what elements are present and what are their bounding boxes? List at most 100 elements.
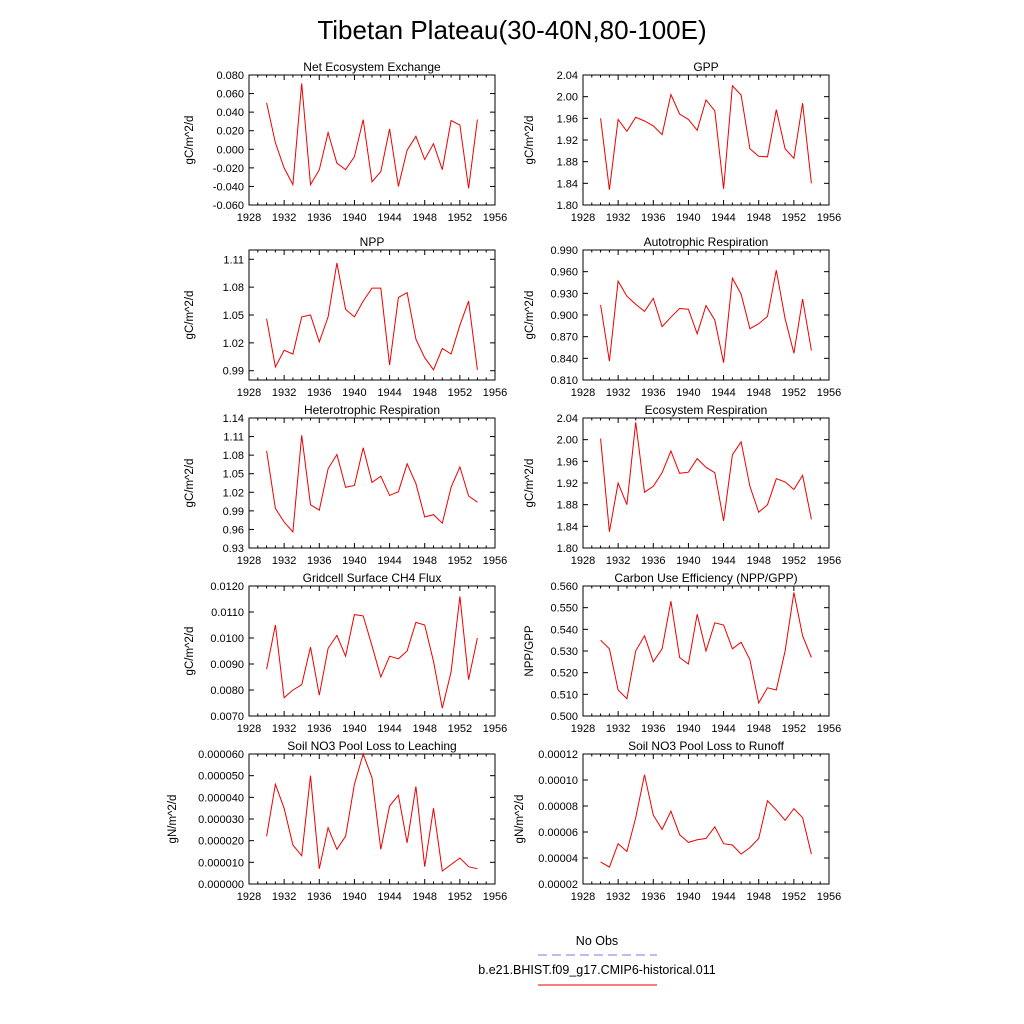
x-tick-label: 1940 bbox=[342, 723, 366, 735]
y-axis-label: gC/m^2/d bbox=[524, 291, 536, 340]
x-tick-label: 1928 bbox=[571, 387, 595, 399]
y-tick-label: 0.00010 bbox=[538, 775, 578, 787]
page-title: Tibetan Plateau(30-40N,80-100E) bbox=[317, 15, 706, 45]
y-tick-label: -0.040 bbox=[213, 181, 244, 193]
x-tick-label: 1932 bbox=[272, 555, 296, 567]
y-tick-label: 0.060 bbox=[216, 89, 244, 101]
x-tick-label: 1956 bbox=[483, 387, 507, 399]
y-tick-label: 0.520 bbox=[550, 668, 578, 680]
y-tick-label: 1.08 bbox=[223, 282, 244, 294]
y-tick-label: 0.0070 bbox=[210, 711, 244, 723]
y-tick-label: 0.00006 bbox=[538, 827, 578, 839]
x-tick-label: 1932 bbox=[606, 891, 630, 903]
x-tick-label: 1956 bbox=[817, 212, 841, 224]
series-line-case bbox=[600, 422, 812, 532]
x-tick-label: 1948 bbox=[412, 212, 436, 224]
x-tick-label: 1952 bbox=[448, 891, 472, 903]
plot-frame bbox=[582, 753, 830, 885]
y-tick-label: 0.00002 bbox=[538, 879, 578, 891]
y-tick-label: 0.810 bbox=[550, 375, 578, 387]
y-axis-label: gN/m^2/d bbox=[514, 795, 526, 844]
x-tick-label: 1944 bbox=[377, 387, 401, 399]
y-tick-label: 1.80 bbox=[557, 543, 578, 555]
panel-grid: Net Ecosystem Exchange 1928 1932 1936 1940 19… bbox=[167, 60, 841, 903]
y-axis-label: gC/m^2/d bbox=[184, 291, 196, 340]
x-tick-label: 1936 bbox=[641, 891, 665, 903]
x-tick-label: 1956 bbox=[817, 891, 841, 903]
x-tick-label: 1956 bbox=[817, 387, 841, 399]
x-tick-label: 1940 bbox=[676, 555, 700, 567]
series-line-case bbox=[600, 84, 812, 190]
y-axis-label: gC/m^2/d bbox=[184, 116, 196, 165]
x-tick-label: 1940 bbox=[342, 555, 366, 567]
x-tick-label: 1940 bbox=[342, 212, 366, 224]
y-tick-label: 0.99 bbox=[223, 506, 244, 518]
legend: No Obs b.e21.BHIST.f09_g17.CMIP6-histori… bbox=[478, 934, 716, 986]
y-tick-label: 0.000020 bbox=[198, 836, 244, 848]
y-tick-label: 1.88 bbox=[557, 500, 578, 512]
y-tick-label: 2.04 bbox=[557, 413, 578, 425]
y-tick-label: 0.500 bbox=[550, 711, 578, 723]
x-tick-label: 1944 bbox=[377, 555, 401, 567]
y-axis-label: gC/m^2/d bbox=[184, 459, 196, 508]
x-tick-label: 1948 bbox=[746, 212, 770, 224]
panel-gpp: GPP 1928 1932 1936 1940 1944 1948 1952 1956 1.80 1… bbox=[524, 60, 841, 224]
y-tick-label: 2.00 bbox=[557, 92, 578, 104]
x-tick-label: 1928 bbox=[237, 723, 261, 735]
panel-title: GPP bbox=[693, 60, 718, 74]
x-tick-label: 1940 bbox=[676, 891, 700, 903]
series-line-case bbox=[266, 435, 478, 534]
x-tick-label: 1944 bbox=[711, 387, 735, 399]
x-tick-label: 1928 bbox=[237, 891, 261, 903]
y-tick-label: 0.0080 bbox=[210, 685, 244, 697]
y-tick-label: 0.560 bbox=[550, 581, 578, 593]
x-tick-label: 1944 bbox=[711, 212, 735, 224]
x-tick-label: 1936 bbox=[307, 723, 331, 735]
x-tick-label: 1932 bbox=[606, 555, 630, 567]
panel-gridcell-surface-ch4-flux: Gridcell Surface CH4 Flux 1928 1932 1936 194… bbox=[184, 571, 507, 735]
x-tick-label: 1956 bbox=[817, 555, 841, 567]
y-tick-label: 0.00004 bbox=[538, 853, 578, 865]
x-tick-label: 1936 bbox=[641, 387, 665, 399]
y-tick-label: 0.0090 bbox=[210, 659, 244, 671]
series-line-case bbox=[600, 270, 812, 363]
y-tick-label: 2.04 bbox=[557, 70, 578, 82]
y-tick-label: 0.000060 bbox=[198, 749, 244, 761]
y-tick-label: 0.510 bbox=[550, 689, 578, 701]
y-tick-label: 0.080 bbox=[216, 70, 244, 82]
y-tick-label: 1.11 bbox=[223, 254, 244, 266]
x-tick-label: 1956 bbox=[483, 723, 507, 735]
x-tick-label: 1932 bbox=[272, 723, 296, 735]
y-tick-label: 0.530 bbox=[550, 646, 578, 658]
y-tick-label: 1.84 bbox=[557, 521, 578, 533]
y-tick-label: 0.000000 bbox=[198, 879, 244, 891]
x-tick-label: 1940 bbox=[676, 723, 700, 735]
x-tick-label: 1952 bbox=[448, 212, 472, 224]
y-tick-label: 0.000010 bbox=[198, 857, 244, 869]
panel-npp: NPP 1928 1932 1936 1940 1944 1948 1952 1956 0.99 1… bbox=[184, 235, 507, 399]
x-tick-label: 1940 bbox=[676, 212, 700, 224]
plot-frame bbox=[582, 249, 830, 381]
x-tick-label: 1932 bbox=[272, 891, 296, 903]
y-tick-label: 0.000050 bbox=[198, 771, 244, 783]
x-tick-label: 1948 bbox=[412, 723, 436, 735]
plot-frame bbox=[248, 249, 496, 381]
y-tick-label: 0.020 bbox=[216, 126, 244, 138]
x-tick-label: 1940 bbox=[342, 891, 366, 903]
x-tick-label: 1928 bbox=[571, 212, 595, 224]
y-tick-label: 1.05 bbox=[223, 310, 244, 322]
y-tick-label: 0.000030 bbox=[198, 814, 244, 826]
x-tick-label: 1928 bbox=[237, 212, 261, 224]
series-line-case bbox=[266, 596, 478, 709]
legend-label-no-obs: No Obs bbox=[576, 934, 618, 948]
x-tick-label: 1952 bbox=[782, 212, 806, 224]
x-tick-label: 1956 bbox=[483, 212, 507, 224]
panel-title: Heterotrophic Respiration bbox=[304, 403, 440, 417]
x-tick-label: 1932 bbox=[606, 212, 630, 224]
y-tick-label: 0.0100 bbox=[210, 633, 244, 645]
y-tick-label: 0.0120 bbox=[210, 581, 244, 593]
x-tick-label: 1936 bbox=[641, 212, 665, 224]
y-tick-label: 1.05 bbox=[223, 469, 244, 481]
y-tick-label: 0.960 bbox=[550, 267, 578, 279]
